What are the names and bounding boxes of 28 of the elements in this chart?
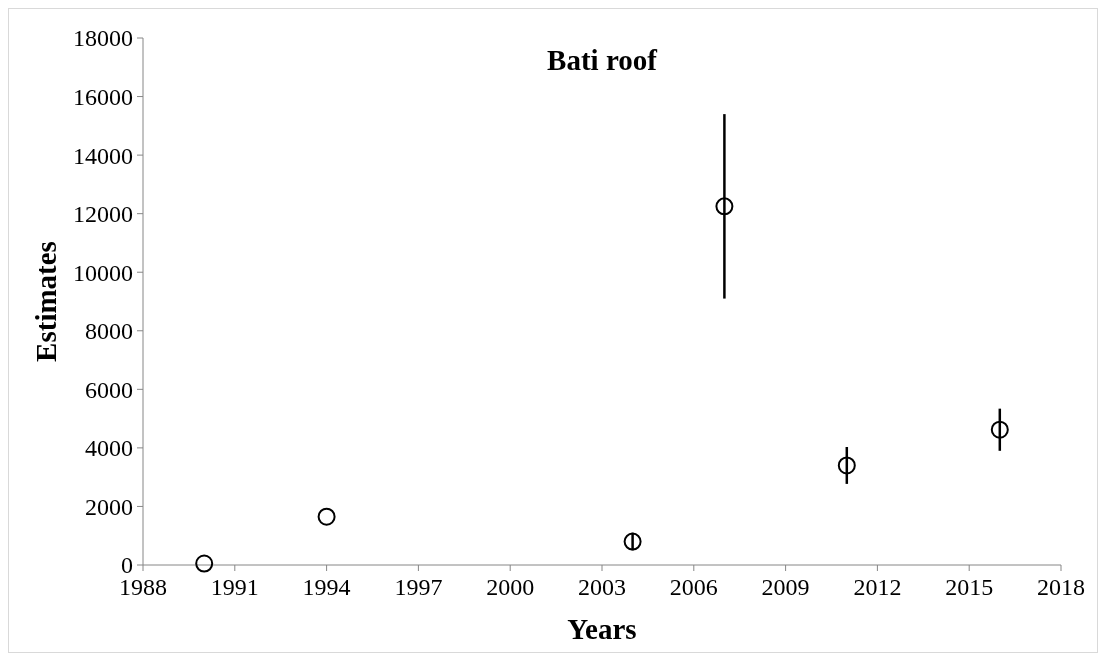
- x-tick-label: 2006: [669, 574, 718, 600]
- point: [195, 554, 214, 573]
- point: [623, 532, 642, 551]
- y-tick-label: 16000: [73, 83, 133, 110]
- y-tick-label: 14000: [73, 142, 133, 169]
- y-tick-label: 12000: [73, 201, 133, 228]
- x-tick-label: 2018: [1037, 574, 1085, 600]
- x-tick-label: 1997: [394, 574, 443, 600]
- point: [317, 507, 336, 526]
- y-tick-label: 8000: [85, 318, 133, 345]
- y-tick-label: 6000: [85, 376, 133, 403]
- y-tick-label: 10000: [73, 259, 133, 286]
- x-tick-label: 2009: [761, 574, 810, 600]
- y-axis-title: Estimates: [30, 241, 62, 362]
- x-tick-label: 2015: [945, 574, 994, 600]
- x-tick-label: 2012: [853, 574, 902, 600]
- chart-title: Bati roof: [547, 44, 658, 76]
- point: [715, 197, 734, 216]
- x-tick-label: 1994: [302, 574, 351, 600]
- point: [990, 420, 1009, 439]
- point: [837, 456, 856, 475]
- x-tick-label: 1991: [210, 574, 259, 600]
- x-tick-label: 2000: [486, 574, 535, 600]
- y-tick-label: 2000: [85, 493, 133, 520]
- x-tick-label: 2003: [578, 574, 626, 600]
- y-tick-label: 4000: [85, 435, 133, 462]
- y-tick-label: 18000: [73, 25, 133, 52]
- x-axis-title: Years: [567, 613, 637, 645]
